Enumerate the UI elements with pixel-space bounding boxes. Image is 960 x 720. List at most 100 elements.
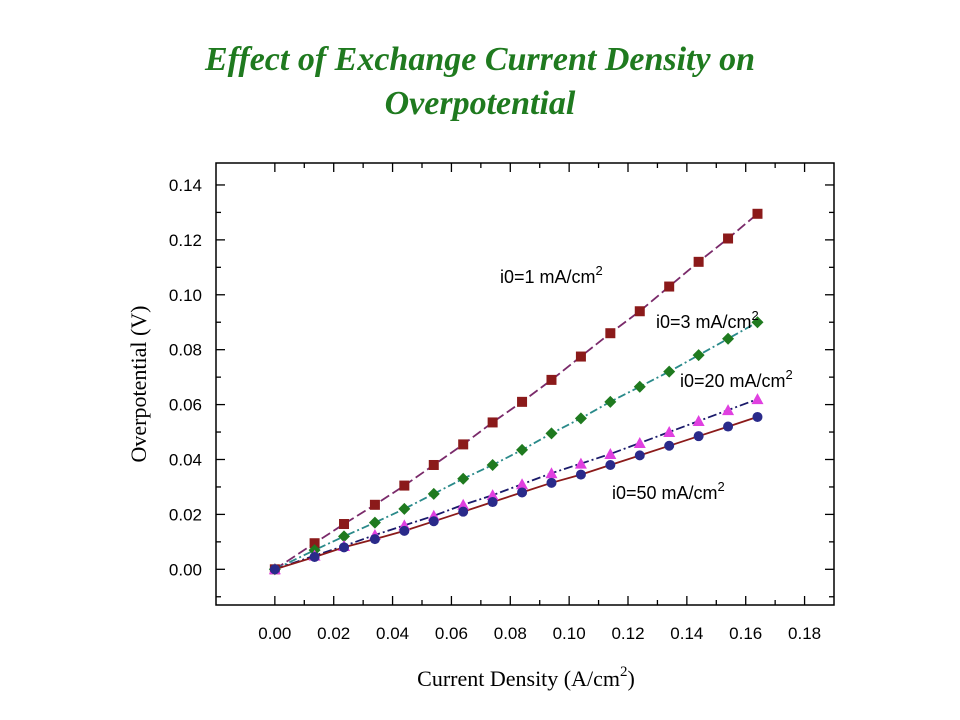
data-point-square — [693, 256, 704, 267]
data-point-circle — [693, 431, 704, 442]
data-point-square — [634, 306, 645, 317]
data-point-square — [309, 538, 320, 549]
data-point-square — [664, 281, 675, 292]
data-point-circle — [399, 525, 410, 536]
plot-frame — [215, 162, 835, 606]
data-point-circle — [309, 551, 320, 562]
y-tick-label: 0.12 — [169, 231, 202, 250]
series-annotation-i0-1: i0=1 mA/cm2 — [500, 263, 603, 287]
data-point-circle — [517, 487, 528, 498]
data-point-circle — [605, 459, 616, 470]
data-point-triangle — [633, 437, 646, 449]
data-point-diamond — [516, 443, 529, 456]
axis-ticks — [216, 163, 834, 605]
data-point-circle — [458, 506, 469, 517]
data-point-square — [752, 208, 763, 219]
data-point-circle — [546, 477, 557, 488]
data-point-triangle — [545, 467, 558, 479]
y-tick-label: 0.00 — [169, 560, 202, 579]
axis-tick-labels: 0.00 0.02 0.04 0.06 0.08 0.10 0.12 0.14 0.16 0.18… — [169, 176, 821, 643]
series-markers — [268, 208, 764, 576]
series-line-1 — [274, 321, 758, 571]
data-point-diamond — [692, 349, 705, 362]
data-point-circle — [339, 542, 350, 553]
annotation-text: i0=3 mA/cm — [656, 312, 752, 332]
chart-title-line1: Effect of Exchange Current Density on — [204, 41, 755, 78]
data-point-square — [458, 439, 469, 450]
data-point-diamond — [398, 502, 411, 515]
x-tick-label: 0.16 — [729, 624, 762, 643]
y-axis-title: Overpotential (V) — [126, 306, 151, 463]
y-tick-label: 0.04 — [169, 450, 202, 469]
x-tick-label: 0.06 — [435, 624, 468, 643]
data-point-triangle — [516, 478, 529, 490]
x-tick-label: 0.00 — [258, 624, 291, 643]
data-point-triangle — [457, 498, 470, 510]
data-point-circle — [752, 411, 763, 422]
data-point-triangle — [574, 457, 587, 469]
data-point-triangle — [692, 415, 705, 427]
y-tick-label: 0.06 — [169, 396, 202, 415]
data-point-diamond — [574, 412, 587, 425]
series-annotation-i0-20: i0=20 mA/cm2 — [680, 367, 793, 391]
series-annotation-i0-3: i0=3 mA/cm2 — [656, 308, 759, 332]
data-point-triangle — [663, 426, 676, 438]
x-axis-title: Current Density (A/cm2) — [417, 664, 635, 691]
data-point-diamond — [751, 316, 764, 329]
y-tick-label: 0.08 — [169, 341, 202, 360]
data-point-circle — [634, 450, 645, 461]
data-point-diamond — [457, 472, 470, 485]
x-tick-label: 0.18 — [788, 624, 821, 643]
x-axis-title-sup: 2 — [620, 664, 628, 680]
data-point-circle — [428, 516, 439, 527]
data-point-square — [369, 499, 380, 510]
x-tick-label: 0.12 — [611, 624, 644, 643]
x-axis-title-end: ) — [628, 666, 635, 691]
data-point-square — [546, 374, 557, 385]
x-tick-label: 0.02 — [317, 624, 350, 643]
data-point-square — [428, 459, 439, 470]
data-point-circle — [269, 564, 280, 575]
x-tick-label: 0.08 — [494, 624, 527, 643]
data-point-triangle — [604, 448, 617, 460]
data-point-diamond — [338, 530, 351, 543]
annotation-text: i0=50 mA/cm — [612, 483, 718, 503]
chart-title-line2: Overpotential — [384, 85, 576, 122]
data-point-circle — [487, 497, 498, 508]
data-point-circle — [664, 440, 675, 451]
annotation-text: i0=1 mA/cm — [500, 267, 596, 287]
data-point-square — [723, 233, 734, 244]
series-annotation-i0-50: i0=50 mA/cm2 — [612, 479, 725, 503]
data-point-circle — [369, 534, 380, 545]
data-point-square — [399, 480, 410, 491]
data-point-square — [517, 396, 528, 407]
data-point-circle — [723, 421, 734, 432]
x-tick-label: 0.04 — [376, 624, 409, 643]
annotation-sup: 2 — [596, 263, 603, 278]
data-point-diamond — [427, 487, 440, 500]
data-point-triangle — [486, 489, 499, 501]
data-point-triangle — [722, 404, 735, 416]
y-tick-label: 0.14 — [169, 176, 202, 195]
y-tick-label: 0.02 — [169, 505, 202, 524]
x-tick-label: 0.14 — [670, 624, 703, 643]
data-point-square — [605, 328, 616, 339]
annotation-sup: 2 — [786, 367, 793, 382]
data-point-diamond — [368, 516, 381, 529]
data-point-diamond — [663, 365, 676, 378]
data-point-diamond — [722, 332, 735, 345]
data-point-diamond — [604, 395, 617, 408]
data-point-diamond — [486, 458, 499, 471]
annotation-sup: 2 — [718, 479, 725, 494]
data-point-square — [575, 351, 586, 362]
chart-title: Effect of Exchange Current Density on Ov… — [0, 38, 960, 126]
data-point-circle — [575, 469, 586, 480]
y-tick-label: 0.10 — [169, 286, 202, 305]
data-point-square — [487, 417, 498, 428]
data-point-square — [339, 519, 350, 530]
data-point-diamond — [633, 380, 646, 393]
x-axis-title-text: Current Density (A/cm — [417, 666, 620, 691]
annotation-text: i0=20 mA/cm — [680, 371, 786, 391]
annotation-sup: 2 — [752, 308, 759, 323]
